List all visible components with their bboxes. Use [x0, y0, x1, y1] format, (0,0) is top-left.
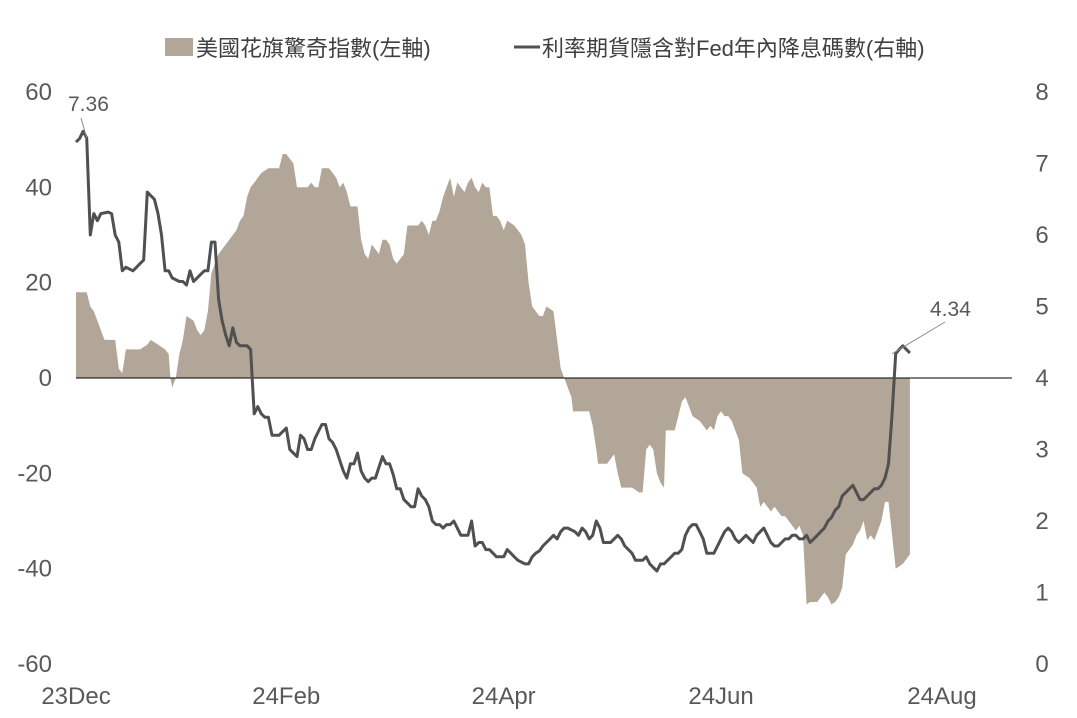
annotation-label-1: 4.34	[930, 298, 971, 321]
right-tick-label: 6	[1035, 222, 1048, 249]
x-tick-label: 24Feb	[252, 683, 320, 710]
right-tick-label: 2	[1035, 508, 1048, 535]
line-series	[74, 129, 911, 573]
right-tick-label: 1	[1035, 580, 1048, 607]
legend-area-swatch	[165, 38, 193, 56]
annotation-leader-1	[891, 321, 946, 355]
legend-area-label: 美國花旗驚奇指數(左軸)	[196, 36, 431, 61]
surprise-index-area	[76, 154, 910, 605]
right-tick-label: 4	[1035, 365, 1048, 392]
left-tick-label: 0	[39, 365, 52, 392]
left-tick-label: -60	[17, 651, 52, 678]
annotation-label-0: 7.36	[68, 93, 109, 116]
right-tick-label: 0	[1035, 651, 1048, 678]
x-tick-label: 24Aug	[907, 683, 976, 710]
x-axis: 23Dec 24Feb 24Apr 24Jun 24Aug	[41, 683, 976, 710]
left-tick-label: 20	[25, 270, 52, 297]
legend: 美國花旗驚奇指數(左軸) 利率期貨隱含對Fed年內降息碼數(右軸)	[165, 36, 925, 61]
right-tick-label: 7	[1035, 151, 1048, 178]
x-tick-label: 23Dec	[41, 683, 110, 710]
right-axis: 8 7 6 5 4 3 2 1 0	[1035, 79, 1048, 678]
left-tick-label: -20	[17, 460, 52, 487]
area-series	[76, 154, 910, 605]
right-tick-label: 3	[1035, 437, 1048, 464]
right-tick-label: 8	[1035, 79, 1048, 106]
left-tick-label: -40	[17, 556, 52, 583]
fed-cuts-line	[74, 129, 911, 573]
legend-line-label: 利率期貨隱含對Fed年內降息碼數(右軸)	[542, 36, 925, 61]
left-axis: 60 40 20 0 -20 -40 -60	[17, 79, 52, 678]
annotations: 7.36 4.34	[68, 93, 971, 355]
left-tick-label: 60	[25, 79, 52, 106]
x-tick-label: 24Jun	[688, 683, 753, 710]
left-tick-label: 40	[25, 174, 52, 201]
annotation-leader-0	[80, 117, 88, 138]
right-tick-label: 5	[1035, 294, 1048, 321]
x-tick-label: 24Apr	[472, 683, 536, 710]
